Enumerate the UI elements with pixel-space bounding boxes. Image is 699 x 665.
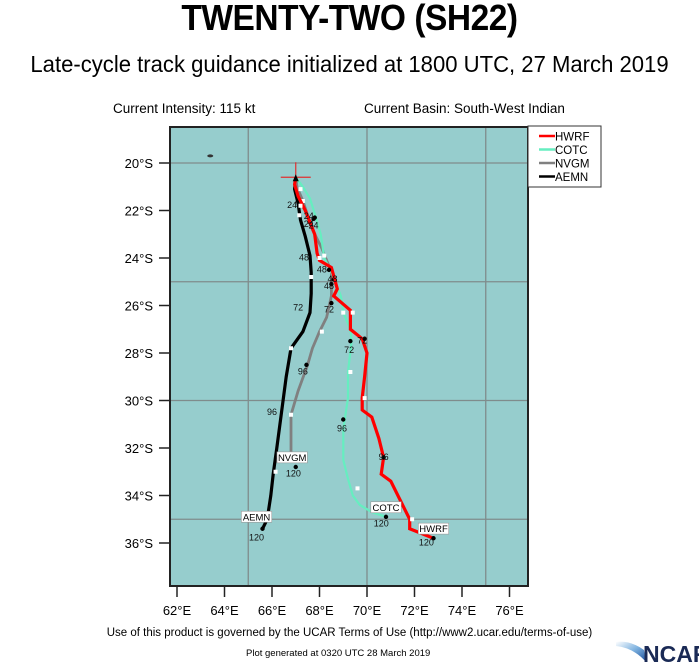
track-end-label: HWRF [419, 524, 448, 535]
terms-of-use: Use of this product is governed by the U… [106, 627, 593, 639]
ncar-logo-text: NCAR [643, 641, 699, 665]
ncar-logo-icon: NCAR [616, 641, 699, 665]
forecast-hour-label: 120 [286, 469, 301, 479]
forecast-hour-label: 96 [337, 423, 347, 433]
forecast-hour-label: 48 [299, 252, 309, 262]
legend-label-nvgm: NVGM [555, 159, 590, 171]
axis-ticks: 62°E 64°E 66°E 68°E 70°E 72°E 74°E 76°E 20°S 22°S… [125, 156, 524, 618]
forecast-hour-label: 72 [357, 336, 367, 346]
x-tick-label: 64°E [210, 603, 239, 618]
legend-label-aemn: AEMN [555, 172, 588, 184]
forecast-hour-label: 96 [298, 366, 308, 376]
x-tick-label: 62°E [163, 603, 192, 618]
forecast-hour-label: 120 [374, 518, 389, 528]
forecast-hour-label: 72 [324, 305, 334, 315]
track-end-label-box [241, 510, 273, 523]
y-tick-label: 22°S [125, 204, 154, 219]
forecast-hour-label: 96 [267, 407, 277, 417]
track-end-label: NVGM [278, 453, 307, 464]
y-tick-label: 24°S [125, 251, 154, 266]
forecast-hour-label: 48 [328, 274, 338, 284]
track-end-label-box [417, 522, 449, 535]
y-tick-label: 30°S [125, 394, 154, 409]
forecast-hour-label: 24 [309, 220, 319, 230]
y-tick-label: 32°S [125, 441, 154, 456]
x-tick-label: 74°E [448, 603, 477, 618]
current-position-cross-icon [280, 162, 311, 182]
forecast-hour-label: 48 [317, 264, 327, 274]
current-basin: Current Basin: South-West Indian [364, 101, 565, 116]
forecast-hour-label: 72 [293, 302, 303, 312]
legend-label-cotc: COTC [555, 145, 588, 157]
storm-title: TWENTY-TWO (SH22) [181, 0, 518, 38]
x-tick-label: 72°E [400, 603, 429, 618]
forecast-hour-label: 96 [379, 452, 389, 462]
x-tick-label: 66°E [258, 603, 287, 618]
y-tick-label: 36°S [125, 536, 154, 551]
y-tick-label: 34°S [125, 489, 154, 504]
x-tick-label: 68°E [305, 603, 334, 618]
plot-generated-time: Plot generated at 0320 UTC 28 March 2019 [246, 648, 431, 659]
forecast-hour-label: 24 [304, 219, 314, 229]
y-tick-label: 20°S [125, 156, 154, 171]
forecast-hour-label: 72 [344, 345, 354, 355]
y-tick-label: 28°S [125, 346, 154, 361]
forecast-hour-label: 24 [304, 211, 314, 221]
model-tracks: 24 48 72 96 120 AEMN 24 48 72 96 120 NVGM 24 48 72 96 12… [241, 176, 449, 547]
forecast-hour-label: 120 [249, 533, 264, 543]
forecast-hour-label: 48 [324, 281, 334, 291]
x-tick-label: 70°E [353, 603, 382, 618]
track-aemn [260, 177, 314, 531]
track-end-label-box [276, 451, 308, 464]
guidance-subtitle: Late-cycle track guidance initialized at… [30, 51, 669, 77]
track-end-label-box [370, 501, 402, 514]
track-hwrf [292, 177, 436, 541]
track-end-label: COTC [373, 503, 400, 514]
current-intensity: Current Intensity: 115 kt [113, 101, 256, 116]
x-tick-label: 76°E [495, 603, 524, 618]
map-frame [169, 126, 529, 587]
island-marker [207, 154, 214, 158]
y-tick-label: 26°S [125, 299, 154, 314]
forecast-hour-label: 120 [419, 537, 434, 547]
legend-label-hwrf: HWRF [555, 132, 590, 144]
forecast-hour-label: 24 [287, 200, 297, 210]
track-end-label: AEMN [243, 512, 271, 523]
